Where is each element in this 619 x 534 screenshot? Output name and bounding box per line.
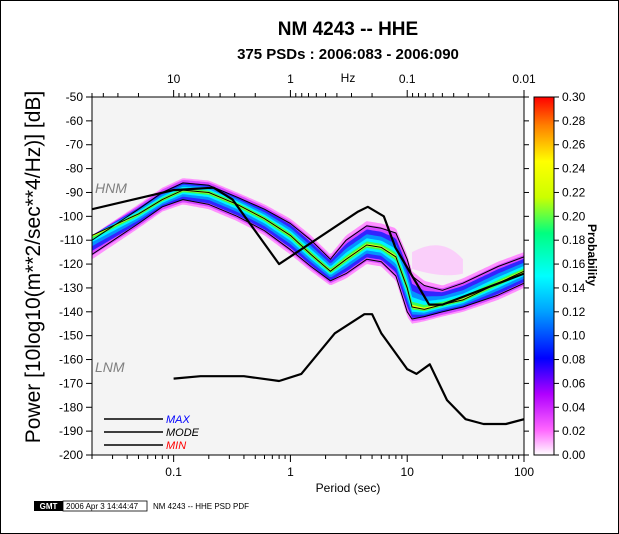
colorbar-tick-label: 0.26: [562, 138, 586, 152]
y-tick-label: -150: [59, 329, 83, 343]
top-tick-label: 0.1: [399, 72, 416, 86]
colorbar-tick-label: 0.18: [562, 233, 586, 247]
colorbar-tick-label: 0.08: [562, 353, 586, 367]
colorbar: [533, 96, 555, 456]
y-tick-label: -170: [59, 376, 83, 390]
plot-area: [92, 97, 524, 455]
y-tick-label: -110: [60, 233, 83, 247]
top-tick-label: 0.01: [512, 72, 536, 86]
y-tick-label: -100: [59, 209, 83, 223]
y-tick-label: -190: [59, 424, 83, 438]
top-tick-label: 1: [287, 72, 294, 86]
probability-density: [92, 178, 524, 324]
legend-label-mode: MODE: [166, 427, 200, 439]
colorbar-tick-label: 0.10: [562, 329, 586, 343]
y-axis: -50 -60 -70 -80 -90 -100 -110 -120 -130 -140 -150 -…: [59, 90, 529, 462]
colorbar-tick-label: 0.00: [562, 448, 586, 462]
timestamp: 2006 Apr 3 14:44:47: [66, 502, 139, 511]
legend-label-max: MAX: [166, 414, 191, 426]
colorbar-tick-label: 0.16: [562, 257, 586, 271]
y-tick-label: -80: [66, 162, 84, 176]
plot-border: [91, 96, 525, 456]
colorbar-tick-label: 0.24: [562, 162, 586, 176]
colorbar-tick-label: 0.14: [562, 281, 586, 295]
colorbar-tick-label: 0.30: [562, 90, 586, 104]
legend-label-min: MIN: [166, 440, 186, 452]
density-band-5: [92, 188, 524, 312]
x-tick-label: 10: [401, 465, 415, 479]
curves: [92, 182, 524, 426]
footer-caption: NM 4243 -- HHE PSD PDF: [153, 502, 249, 511]
colorbar-tick-label: 0.12: [562, 305, 586, 319]
curve-mode: [92, 189, 524, 310]
gmt-logo-text: GMT: [40, 502, 58, 511]
footer: GMT 2006 Apr 3 14:44:47 NM 4243 -- HHE P…: [34, 500, 249, 512]
y-tick-label: -50: [66, 90, 84, 104]
chart-title: NM 4243 -- HHE: [278, 19, 418, 40]
y-tick-label: -180: [59, 400, 83, 414]
hnm-label: HNM: [95, 180, 127, 196]
x-axis: 0.1 1 10 100: [91, 455, 534, 479]
colorbar-tick-label: 0.06: [562, 376, 586, 390]
gmt-logo: [34, 501, 63, 511]
colorbar-tick-label: 0.04: [562, 400, 586, 414]
y-axis-label: Power [10log10(m**2/sec**4/Hz)] [dB]: [22, 91, 45, 444]
colorbar-tick-label: 0.02: [562, 424, 586, 438]
y-tick-label: -60: [66, 114, 84, 128]
top-tick-label: 10: [167, 72, 181, 86]
curve-min: [92, 199, 524, 320]
colorbar-ticks: 0.30 0.28 0.26 0.24 0.22 0.20 0.18 0.16 0.14 0.12…: [554, 90, 586, 462]
timestamp-box: [62, 500, 148, 512]
legend: MAX MODE MIN: [104, 414, 200, 452]
colorbar-tick-label: 0.28: [562, 114, 586, 128]
y-tick-label: -120: [59, 257, 83, 271]
y-tick-label: -70: [66, 138, 84, 152]
x-tick-label: 1: [287, 465, 294, 479]
colorbar-tick-label: 0.20: [562, 209, 586, 223]
top-axis-label: Hz: [341, 71, 356, 85]
top-axis: 10 1 0.1 0.01: [91, 72, 536, 97]
density-secondary: [412, 245, 463, 276]
y-tick-label: -140: [59, 305, 83, 319]
y-tick-label: -130: [59, 281, 83, 295]
x-tick-label: 0.1: [165, 465, 182, 479]
y-tick-label: -160: [59, 353, 83, 367]
colorbar-tick-label: 0.22: [562, 185, 586, 199]
y-tick-label: -90: [66, 185, 84, 199]
curve-lnm: [173, 313, 524, 426]
colorbar-label: Probability: [585, 224, 599, 286]
chart-subtitle: 375 PSDs : 2006:083 - 2006:090: [237, 46, 459, 63]
curve-max: [92, 182, 524, 291]
curve-hnm: [92, 186, 524, 306]
y-tick-label: -200: [59, 448, 83, 462]
lnm-label: LNM: [95, 359, 125, 375]
x-tick-label: 100: [514, 465, 534, 479]
x-axis-label: Period (sec): [316, 481, 381, 495]
